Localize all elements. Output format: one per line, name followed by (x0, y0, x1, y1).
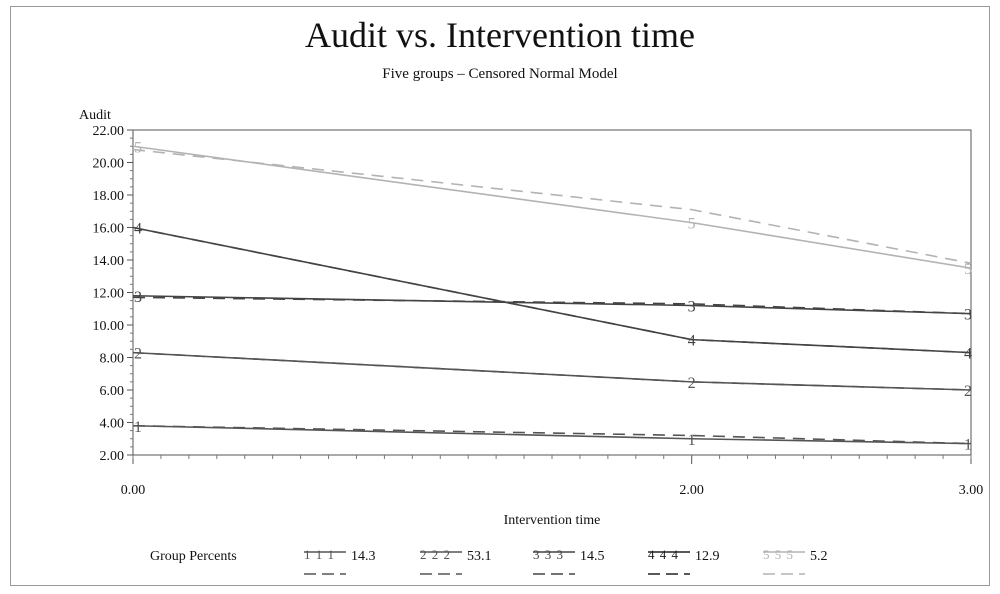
y-tick-label-10: 22.00 (93, 124, 125, 139)
legend-title: Group Percents (150, 549, 237, 564)
series-2-marker: 2 (964, 383, 972, 400)
series-5-marker: 5 (134, 139, 142, 156)
legend-value-3: 14.5 (580, 549, 605, 564)
x-tick-label-2: 3.00 (959, 483, 984, 498)
series-1-marker: 1 (134, 419, 142, 436)
series-4-observed-line (132, 226, 972, 354)
series-5-observed-line (132, 145, 972, 269)
series-layer: 1 1 1 2 2 2 3 3 3 4 4 4 5 5 5 (132, 139, 972, 454)
legend: Group Percents 1 1 1 14.3 2 2 2 53.1 3 3 3 14… (150, 547, 828, 575)
y-tick-label-5: 12.00 (93, 287, 125, 302)
legend-marker-4: 4 4 4 (648, 547, 679, 562)
series-4-predicted-line (132, 226, 972, 354)
y-tick-label-1: 4.00 (100, 417, 125, 432)
series-3-marker: 3 (688, 299, 696, 316)
y-tick-label-2: 6.00 (100, 384, 125, 399)
y-tick-label-6: 14.00 (93, 254, 125, 269)
y-axis: 2.00 4.00 6.00 8.00 10.00 12.00 14.00 16.00 18.0… (93, 124, 133, 464)
chart-subtitle: Five groups – Censored Normal Model (382, 66, 617, 82)
y-tick-label-7: 16.00 (93, 222, 125, 237)
series-2-predicted-line (132, 351, 972, 391)
series-5-marker: 5 (688, 216, 696, 233)
x-tick-label-1: 2.00 (679, 483, 704, 498)
series-1-observed-line (132, 424, 972, 445)
series-3-observed-line (132, 294, 972, 315)
legend-marker-1: 1 1 1 (304, 547, 335, 562)
series-2-marker: 2 (134, 346, 142, 363)
series-4-marker: 4 (134, 221, 142, 238)
series-2-observed-line (132, 351, 972, 391)
y-axis-label: Audit (79, 108, 111, 123)
chart-title: Audit vs. Intervention time (305, 15, 695, 55)
series-4-marker: 4 (964, 346, 972, 363)
series-3-marker: 3 (964, 307, 972, 324)
legend-value-4: 12.9 (695, 549, 720, 564)
series-2-marker: 2 (688, 375, 696, 392)
plot-area (132, 129, 972, 456)
legend-value-1: 14.3 (351, 549, 376, 564)
legend-value-5: 5.2 (810, 549, 828, 564)
legend-marker-5: 5 5 5 (763, 547, 794, 562)
legend-marker-3: 3 3 3 (533, 547, 564, 562)
y-tick-label-8: 18.00 (93, 189, 125, 204)
series-1-marker: 1 (688, 432, 696, 449)
y-tick-label-9: 20.00 (93, 157, 125, 172)
series-5-marker: 5 (964, 261, 972, 278)
series-4-marker: 4 (688, 333, 696, 350)
series-1-marker: 1 (964, 437, 972, 454)
legend-value-2: 53.1 (467, 549, 492, 564)
series-3-marker: 3 (134, 289, 142, 306)
series-5-predicted-line (132, 148, 972, 265)
legend-marker-2: 2 2 2 (420, 547, 451, 562)
y-tick-label-0: 2.00 (100, 449, 125, 464)
y-tick-label-3: 8.00 (100, 352, 125, 367)
x-axis-label: Intervention time (504, 513, 601, 528)
series-1-predicted-line (132, 424, 972, 445)
x-axis: 0.00 2.00 3.00 (121, 455, 984, 498)
y-tick-label-4: 10.00 (93, 319, 125, 334)
x-tick-label-0: 0.00 (121, 483, 146, 498)
